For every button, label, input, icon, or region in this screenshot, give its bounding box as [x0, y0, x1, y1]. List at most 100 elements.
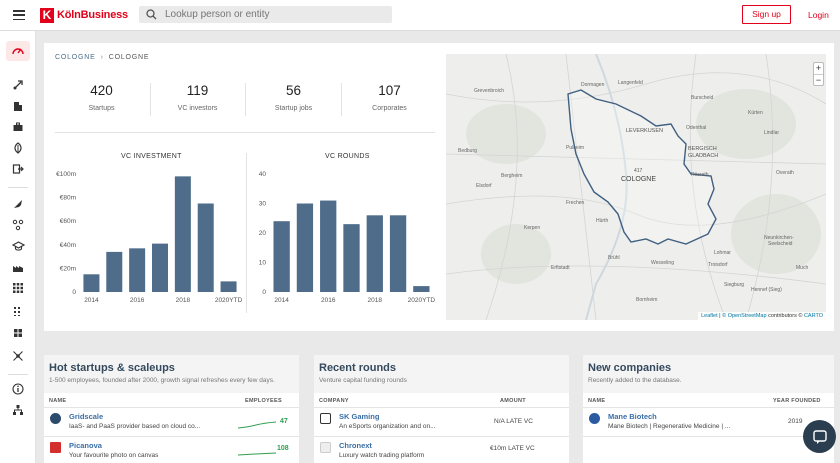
rail-rocket-launch-icon[interactable]	[6, 75, 30, 95]
svg-text:COLOGNE: COLOGNE	[621, 176, 656, 183]
stat-corporates[interactable]: 107 Corporates	[342, 83, 437, 112]
logo[interactable]: K KölnBusiness	[40, 7, 128, 23]
gridscale-logo-icon	[50, 413, 61, 424]
zoom-out-button[interactable]: −	[814, 74, 823, 85]
chat-button[interactable]	[803, 420, 836, 453]
chart-bar[interactable]	[152, 243, 168, 292]
svg-text:Odenthal: Odenthal	[686, 125, 706, 131]
table-row[interactable]: Gridscale IaaS- and PaaS provider based …	[44, 410, 299, 436]
svg-text:Lindlar: Lindlar	[764, 130, 779, 136]
card-title: Hot startups & scaleups	[49, 362, 175, 374]
svg-text:Pulheim: Pulheim	[566, 145, 584, 151]
card-title: Recent rounds	[319, 362, 397, 374]
company-description: An eSports organization and on...	[339, 423, 436, 430]
y-tick-label: €20m	[60, 265, 76, 272]
table-row[interactable]: SK Gaming An eSports organization and on…	[314, 410, 569, 436]
stat-label: VC investors	[177, 105, 218, 112]
rail-small-grid-icon[interactable]	[6, 301, 30, 321]
y-tick-label: €80m	[60, 195, 76, 202]
breadcrumb: COLOGNE › COLOGNE	[55, 54, 149, 61]
chart-bar[interactable]	[197, 203, 214, 293]
rail-rocket-icon[interactable]	[6, 194, 30, 214]
login-link[interactable]: Login	[808, 10, 829, 20]
company-name-link[interactable]: Picanova	[69, 441, 102, 450]
chart-bar[interactable]	[174, 176, 191, 292]
chart-bar[interactable]	[413, 286, 430, 292]
x-tick-label: 2014	[84, 297, 99, 304]
chart-bar[interactable]	[389, 215, 407, 292]
company-name-link[interactable]: Gridscale	[69, 412, 104, 421]
rail-buildings-icon[interactable]	[6, 96, 30, 116]
company-name-link[interactable]: Mane Biotech	[608, 412, 657, 421]
city-boundary	[567, 89, 717, 245]
col-header-amount[interactable]: AMOUNT	[500, 398, 526, 404]
rail-info-icon[interactable]	[6, 379, 30, 399]
chart-bar[interactable]	[106, 251, 123, 292]
svg-text:417: 417	[634, 168, 643, 174]
rail-hub-icon[interactable]	[6, 346, 30, 366]
rail-dashboard-icon[interactable]	[6, 41, 30, 61]
left-rail	[0, 31, 36, 463]
breadcrumb-root-link[interactable]: COLOGNE	[55, 54, 96, 61]
employee-count: 108	[277, 445, 289, 452]
region-map[interactable]: Grevenbroich Dormagen Langenfeld Burscheid…	[446, 54, 826, 320]
svg-text:Kürten: Kürten	[748, 110, 763, 116]
osm-link[interactable]: © OpenStreetMap	[722, 313, 767, 319]
card-title: New companies	[588, 362, 672, 374]
company-description: Your favourite photo on canvas	[69, 452, 159, 459]
top-bar: K KölnBusiness Sign up Login	[0, 0, 840, 31]
vc-rounds-chart-title: VC ROUNDS	[325, 153, 370, 160]
rail-factory-icon[interactable]	[6, 257, 30, 277]
x-tick-label: 2016	[321, 297, 336, 304]
svg-text:Bergheim: Bergheim	[501, 173, 522, 179]
chart-bar[interactable]	[366, 215, 383, 292]
table-row[interactable]: Picanova Your favourite photo on canvas …	[44, 439, 299, 463]
col-header-name[interactable]: NAME	[49, 398, 67, 404]
chart-bar[interactable]	[129, 248, 146, 292]
chart-bar[interactable]	[343, 224, 360, 292]
table-row[interactable]: Chronext Luxury watch trading platform €…	[314, 439, 569, 463]
chart-bar[interactable]	[320, 200, 337, 292]
svg-text:LEVERKUSEN: LEVERKUSEN	[626, 128, 663, 134]
rail-leaf-icon[interactable]	[6, 138, 30, 158]
chart-bar[interactable]	[220, 281, 237, 292]
company-name-link[interactable]: SK Gaming	[339, 412, 380, 421]
signup-button[interactable]: Sign up	[742, 5, 791, 24]
year-founded: 2019	[788, 418, 803, 425]
search-input[interactable]	[165, 7, 385, 22]
hot-startups-card: Hot startups & scaleups 1-500 employees,…	[44, 355, 299, 463]
stat-value: 107	[378, 83, 401, 98]
rail-exit-icon[interactable]	[6, 159, 30, 179]
vc-rounds-chart: 0 10 20 30 40 2014 2016 2018 2020YTD	[259, 171, 436, 304]
y-tick-label: €60m	[60, 218, 76, 225]
x-tick-label: 2016	[130, 297, 145, 304]
col-header-employees[interactable]: EMPLOYEES	[245, 398, 282, 404]
rail-network-icon[interactable]	[6, 215, 30, 235]
table-row[interactable]: Mane Biotech Mane Biotech | Regenerative…	[583, 410, 834, 436]
col-header-company[interactable]: COMPANY	[319, 398, 349, 404]
rail-briefcase-icon[interactable]	[6, 117, 30, 137]
svg-text:Erftstadt: Erftstadt	[551, 265, 570, 271]
rail-grid-icon[interactable]	[6, 278, 30, 298]
col-header-year-founded[interactable]: YEAR FOUNDED	[773, 398, 821, 404]
col-header-name[interactable]: NAME	[588, 398, 606, 404]
logo-mark: K	[40, 7, 54, 23]
stat-vc-investors[interactable]: 119 VC investors	[150, 83, 245, 112]
carto-link[interactable]: CARTO	[803, 313, 823, 319]
svg-text:Langenfeld: Langenfeld	[618, 80, 643, 86]
company-name-link[interactable]: Chronext	[339, 441, 372, 450]
chart-bar[interactable]	[273, 221, 290, 292]
stat-startups[interactable]: 420 Startups	[54, 83, 149, 112]
stat-startup-jobs[interactable]: 56 Startup jobs	[246, 83, 341, 112]
zoom-in-button[interactable]: +	[815, 63, 822, 73]
rail-squares-icon[interactable]	[6, 323, 30, 343]
stat-value: 420	[90, 83, 113, 98]
svg-text:Bedburg: Bedburg	[458, 148, 477, 154]
rail-sitemap-icon[interactable]	[6, 400, 30, 420]
svg-text:Hürth: Hürth	[596, 218, 608, 224]
menu-icon[interactable]	[13, 10, 25, 21]
rail-graduation-icon[interactable]	[6, 236, 30, 256]
chart-bar[interactable]	[83, 274, 100, 292]
chart-bar[interactable]	[296, 203, 314, 293]
leaflet-link[interactable]: Leaflet	[701, 313, 718, 319]
